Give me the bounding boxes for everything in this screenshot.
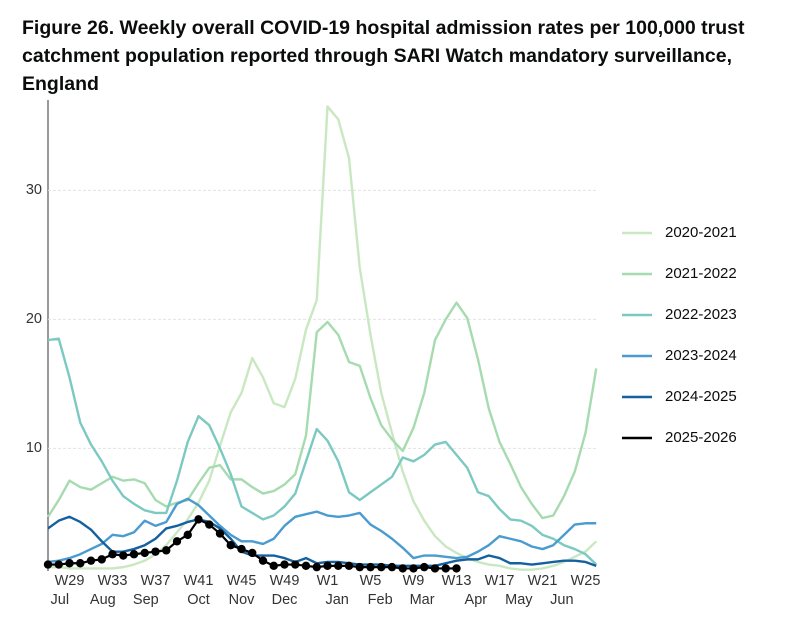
x-tick-label: W13	[442, 573, 472, 589]
data-point	[97, 555, 106, 564]
x-tick-label: W17	[485, 573, 515, 589]
data-point	[301, 561, 311, 571]
x-tick-label: W45	[227, 573, 257, 589]
data-point	[366, 562, 375, 572]
data-point	[194, 515, 203, 524]
x-tick-label: W21	[528, 573, 558, 589]
data-point	[441, 564, 450, 573]
x-tick-label: W33	[98, 573, 128, 589]
month-label: Jul	[51, 592, 70, 608]
month-label: May	[505, 592, 533, 608]
series-line	[47, 337, 598, 566]
data-point	[269, 561, 278, 571]
month-label: Aug	[90, 592, 116, 608]
data-point	[355, 562, 364, 572]
series-line	[46, 301, 598, 520]
data-point	[172, 537, 182, 546]
data-point	[387, 562, 397, 572]
data-point	[248, 548, 257, 558]
data-point	[420, 562, 429, 572]
x-tick-label: W29	[55, 573, 85, 589]
legend-label: 2023-2024	[665, 347, 737, 364]
series-line	[47, 515, 597, 568]
y-tick-label: 20	[26, 311, 42, 327]
data-point	[205, 520, 214, 529]
month-label: Mar	[410, 592, 435, 608]
legend-label: 2020-2021	[665, 224, 737, 241]
legend-label: 2025-2026	[665, 429, 737, 446]
data-point	[312, 562, 321, 572]
chart-title: Figure 26. Weekly overall COVID-19 hospi…	[22, 17, 745, 95]
month-label: Jun	[550, 592, 573, 608]
legend-label: 2021-2022	[665, 265, 737, 282]
data-point	[108, 550, 117, 559]
data-point	[452, 564, 461, 573]
x-tick-label: W49	[270, 573, 300, 589]
data-point	[215, 529, 225, 538]
x-tick-label: W25	[571, 573, 601, 589]
series-line	[47, 497, 597, 564]
data-point	[76, 559, 85, 568]
data-point	[430, 564, 440, 573]
x-tick-label: W5	[360, 573, 382, 589]
month-label: Apr	[465, 592, 488, 608]
month-label: Feb	[368, 592, 393, 608]
x-tick-label: W41	[184, 573, 214, 589]
legend-label: 2024-2025	[665, 388, 737, 405]
month-label: Sep	[133, 592, 159, 608]
data-point	[344, 561, 354, 571]
month-label: Jan	[325, 592, 348, 608]
month-label: Nov	[229, 592, 256, 608]
legend-label: 2022-2023	[665, 306, 737, 323]
data-point	[291, 560, 300, 569]
data-point	[183, 530, 192, 540]
x-tick-label: W37	[141, 573, 171, 589]
y-tick-label: 30	[26, 182, 42, 198]
data-point	[86, 556, 96, 565]
y-tick-label: 10	[26, 440, 42, 456]
x-tick-label: W9	[403, 573, 425, 589]
series-line	[48, 105, 598, 571]
data-point	[162, 546, 171, 555]
x-tick-label: W1	[317, 573, 339, 589]
data-point	[226, 540, 235, 550]
data-point	[54, 560, 63, 569]
data-point	[237, 544, 246, 554]
data-point	[65, 559, 74, 568]
data-point	[377, 562, 386, 572]
data-point	[140, 548, 149, 558]
data-point	[258, 556, 268, 565]
data-point	[398, 564, 407, 573]
data-point	[151, 547, 160, 556]
data-point	[334, 561, 343, 571]
data-point	[280, 560, 289, 569]
data-point	[43, 560, 53, 569]
series-line	[48, 518, 457, 570]
data-point	[323, 561, 332, 571]
data-point	[119, 551, 128, 560]
data-point	[129, 550, 139, 559]
month-label: Oct	[187, 592, 210, 608]
data-point	[409, 564, 418, 573]
month-label: Dec	[272, 592, 298, 608]
